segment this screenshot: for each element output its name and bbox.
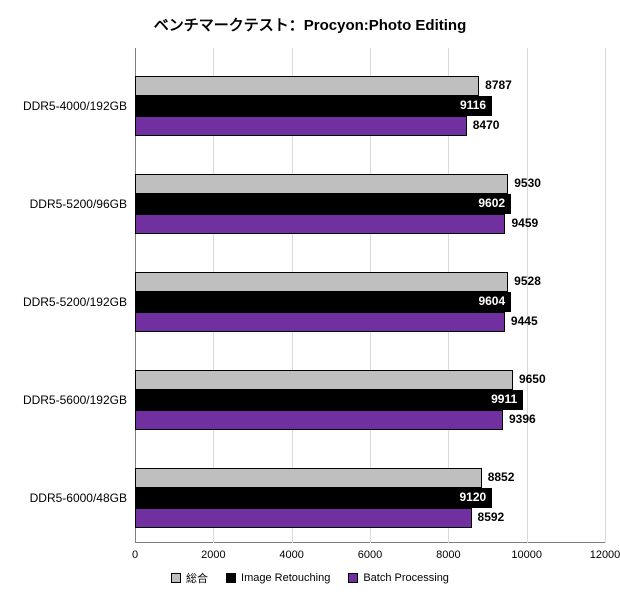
bar-value-label: 9445 bbox=[511, 314, 538, 328]
x-tick-label: 0 bbox=[132, 549, 138, 561]
bar-value-label: 8470 bbox=[473, 118, 500, 132]
bar bbox=[135, 116, 467, 136]
bar-value-label: 8787 bbox=[485, 78, 512, 92]
legend-label: Image Retouching bbox=[241, 572, 330, 584]
bar bbox=[135, 468, 482, 488]
bar bbox=[135, 508, 472, 528]
legend-label: 総合 bbox=[186, 570, 208, 586]
bar bbox=[135, 76, 479, 96]
bar bbox=[135, 194, 511, 214]
legend-item: Batch Processing bbox=[348, 570, 449, 586]
bar-value-label: 9120 bbox=[459, 490, 486, 504]
bar-value-label: 9650 bbox=[519, 372, 546, 386]
category-label: DDR5-5600/192GB bbox=[23, 393, 127, 407]
bar bbox=[135, 390, 523, 410]
legend-item: Image Retouching bbox=[226, 570, 330, 586]
gridline bbox=[527, 48, 528, 543]
legend-swatch bbox=[348, 573, 358, 583]
bar bbox=[135, 272, 508, 292]
bar-value-label: 9396 bbox=[509, 412, 536, 426]
bar bbox=[135, 410, 503, 430]
category-label: DDR5-5200/96GB bbox=[30, 197, 127, 211]
bar-value-label: 9911 bbox=[491, 392, 517, 406]
legend-swatch bbox=[226, 573, 236, 583]
bar bbox=[135, 370, 513, 390]
bar-value-label: 9602 bbox=[478, 196, 505, 210]
bar bbox=[135, 488, 492, 508]
plot-area: 8787 9116 8470 9530 9602 9459 9528 9604 9445 9650… bbox=[135, 48, 605, 543]
bar-value-label: 8592 bbox=[478, 510, 505, 524]
legend-item: 総合 bbox=[171, 570, 208, 586]
bar bbox=[135, 174, 508, 194]
bar-value-label: 9530 bbox=[514, 176, 541, 190]
legend-swatch bbox=[171, 573, 181, 583]
bar-value-label: 9604 bbox=[478, 294, 505, 308]
legend: 総合 Image Retouching Batch Processing bbox=[0, 570, 620, 586]
category-label: DDR5-6000/48GB bbox=[30, 491, 127, 505]
x-tick-label: 8000 bbox=[436, 549, 460, 561]
x-tick-label: 2000 bbox=[201, 549, 225, 561]
bar-value-label: 9116 bbox=[460, 98, 486, 112]
bar bbox=[135, 96, 492, 116]
bar bbox=[135, 312, 505, 332]
x-tick-label: 10000 bbox=[511, 549, 542, 561]
bar bbox=[135, 292, 511, 312]
bar-value-label: 9459 bbox=[511, 216, 538, 230]
x-tick-label: 6000 bbox=[358, 549, 382, 561]
bar-value-label: 8852 bbox=[488, 470, 515, 484]
category-label: DDR5-5200/192GB bbox=[23, 295, 127, 309]
x-tick-label: 12000 bbox=[590, 549, 620, 561]
category-label: DDR5-4000/192GB bbox=[23, 99, 127, 113]
legend-label: Batch Processing bbox=[363, 572, 449, 584]
chart-container: ベンチマークテスト：Procyon:Photo Editing 8787 9116… bbox=[0, 0, 620, 600]
chart-title: ベンチマークテスト：Procyon:Photo Editing bbox=[0, 14, 620, 35]
gridline bbox=[605, 48, 606, 543]
bar bbox=[135, 214, 505, 234]
bar-value-label: 9528 bbox=[514, 274, 541, 288]
x-tick-label: 4000 bbox=[279, 549, 303, 561]
